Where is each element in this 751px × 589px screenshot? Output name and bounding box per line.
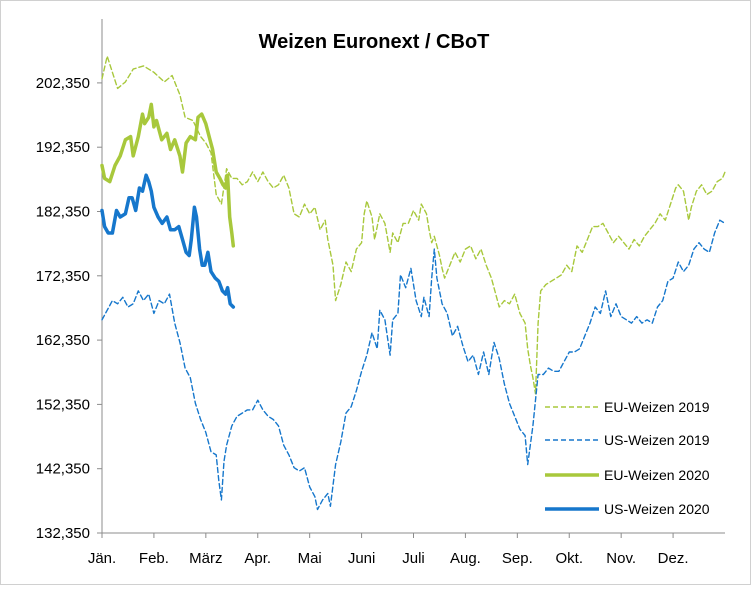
y-tick-label: 172,350	[36, 268, 90, 285]
series-line-4	[100, 173, 236, 309]
x-tick-label: Feb.	[139, 550, 169, 567]
y-tick-label: 202,350	[36, 75, 90, 92]
x-tick-label: Juni	[348, 550, 376, 567]
y-tick-label: 152,350	[36, 396, 90, 413]
legend-label: EU-Weizen 2020	[604, 467, 710, 483]
x-tick-label: Okt.	[555, 550, 583, 567]
legend: EU-Weizen 2019 US-Weizen 2019 EU-Weizen 20…	[545, 399, 710, 517]
series-line-1	[101, 55, 726, 395]
series-layer	[100, 55, 726, 511]
y-tick-label: 132,350	[36, 525, 90, 542]
y-tick-label: 162,350	[36, 332, 90, 349]
x-tick-label: Apr.	[244, 550, 271, 567]
x-tick-label: Nov.	[606, 550, 636, 567]
legend-label: EU-Weizen 2019	[604, 399, 710, 415]
y-tick-label: 192,350	[36, 139, 90, 156]
x-tick-label: März	[189, 550, 222, 567]
y-tick-label: 142,350	[36, 461, 90, 478]
x-tick-label: Jän.	[88, 550, 116, 567]
x-tick-label: Sep.	[502, 550, 533, 567]
x-tick-label: Mai	[298, 550, 322, 567]
x-tick-label: Aug.	[450, 550, 481, 567]
y-axis-ticks: 132,350 142,350 152,350 162,350 172,350 182,3…	[36, 75, 102, 542]
x-tick-label: Juli	[402, 550, 425, 567]
series-line-3	[100, 102, 236, 248]
chart-title: Weizen Euronext / CBoT	[259, 31, 490, 53]
y-tick-label: 182,350	[36, 204, 90, 221]
x-axis-ticks: Jän. Feb. März Apr. Mai Juni Juli Aug. Sep. Okt. N…	[88, 533, 689, 567]
legend-label: US-Weizen 2020	[604, 501, 710, 517]
x-tick-label: Dez.	[658, 550, 689, 567]
legend-label: US-Weizen 2019	[604, 432, 710, 448]
